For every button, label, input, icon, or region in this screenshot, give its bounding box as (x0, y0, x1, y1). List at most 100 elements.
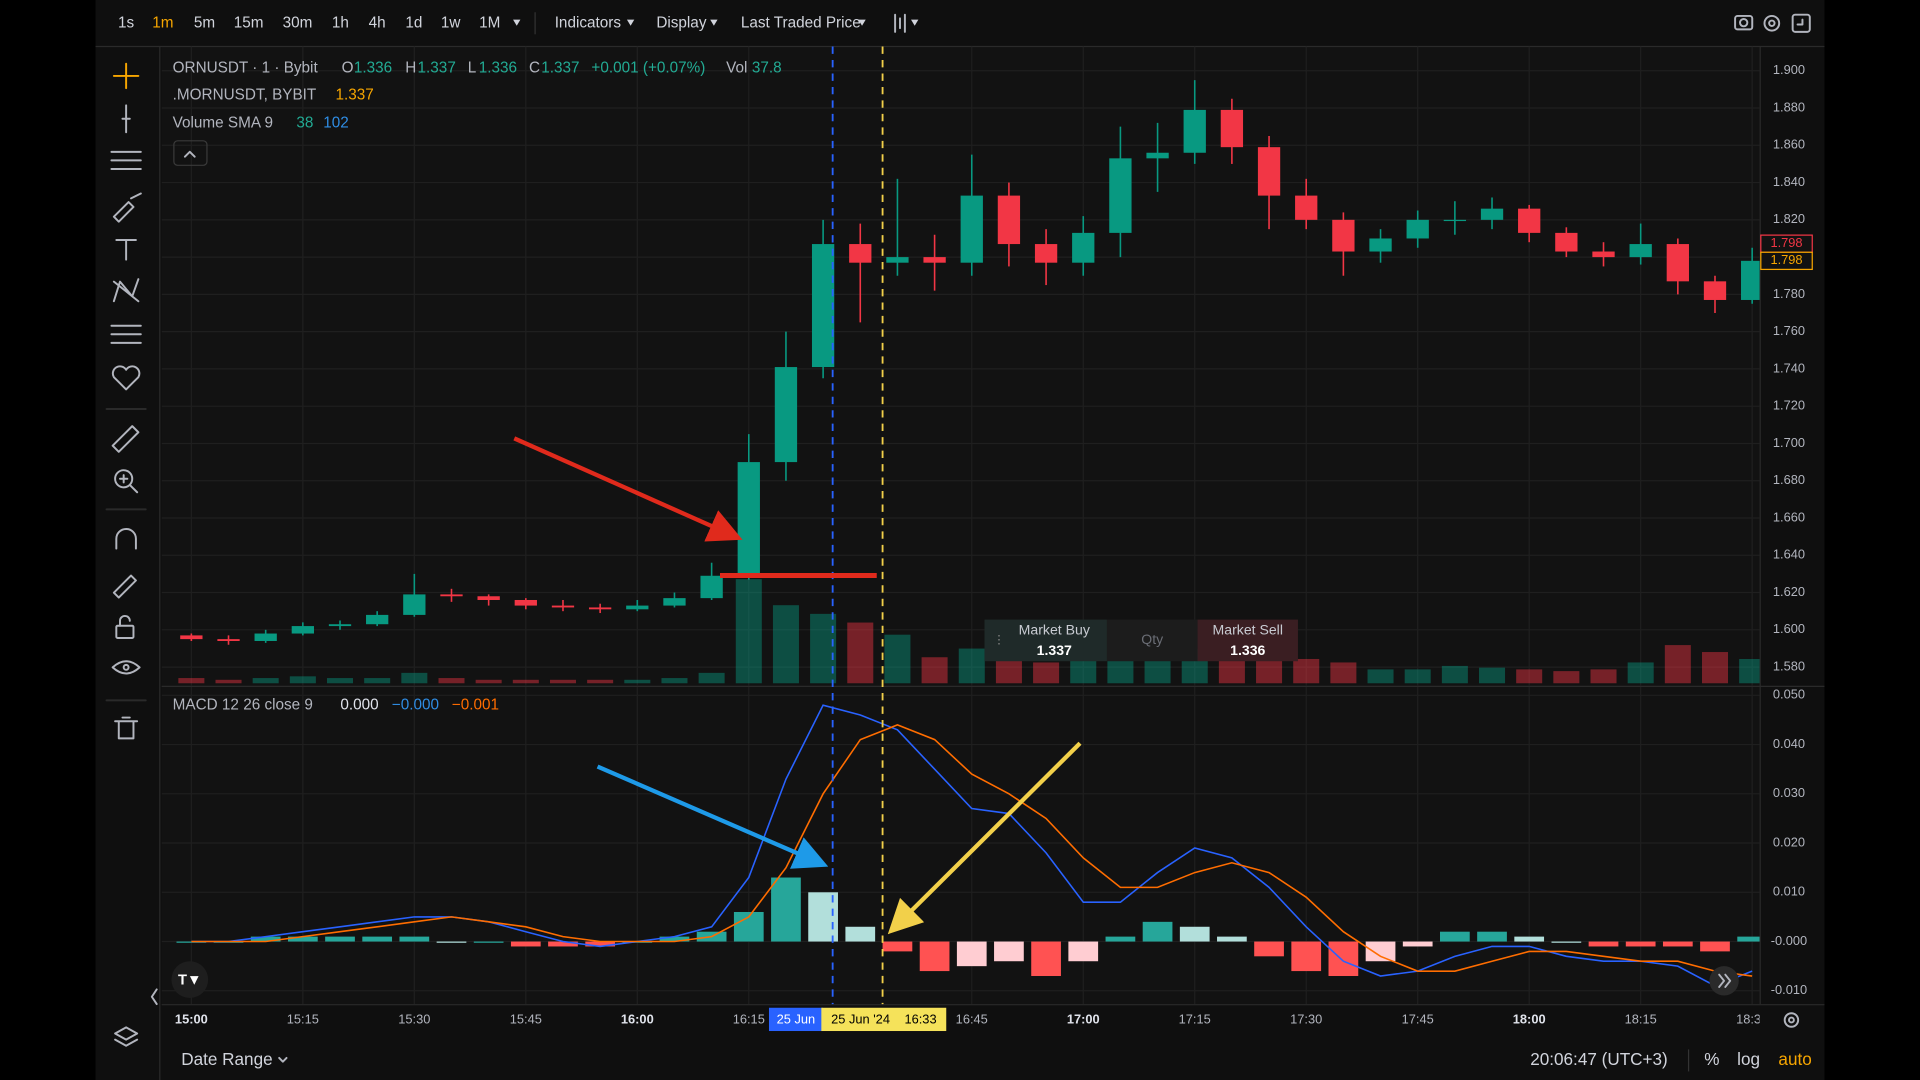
y-tick-label: 1.900 (1773, 62, 1805, 77)
macd-label[interactable]: MACD 12 26 close 9 (173, 696, 313, 713)
candle-body (849, 244, 872, 263)
volume-bar (178, 678, 205, 684)
candle-body (1146, 152, 1169, 159)
top-toolbar: 1s 1m 5m 15m 30m 1h 4h 1d 1w 1M Indicato… (118, 12, 1811, 35)
sell-label[interactable]: Market Sell (1213, 621, 1283, 637)
candle-body (663, 598, 686, 606)
symbol[interactable]: ORNUSDT · 1 · Bybit (173, 60, 319, 77)
x-tick-label: 15:15 (287, 1011, 319, 1026)
histogram-bar (1142, 921, 1173, 942)
candle-body (1518, 208, 1541, 233)
caret[interactable] (710, 19, 718, 26)
tool-favorites[interactable] (111, 365, 141, 391)
x-tick-label: 16:15 (733, 1011, 765, 1026)
tool-magnet[interactable] (115, 528, 137, 550)
collapse-icon[interactable] (183, 150, 196, 158)
buy-label[interactable]: Market Buy (1019, 621, 1091, 637)
tool-text[interactable] (115, 239, 137, 261)
candle-body (254, 633, 277, 641)
interval[interactable]: 1h (332, 14, 349, 31)
snapshot-icon[interactable] (1734, 14, 1754, 31)
interval[interactable]: 5m (194, 14, 215, 31)
volume-bar (884, 634, 911, 684)
histogram-bar (1217, 936, 1247, 942)
volume-bar (1590, 669, 1617, 684)
buy-button[interactable] (984, 619, 1107, 662)
volume-bar (735, 579, 762, 684)
interval[interactable]: 4h (369, 14, 386, 31)
tool-stay-drawing[interactable] (112, 574, 137, 599)
clock[interactable]: 20:06:47 (UTC+3) (1530, 1049, 1668, 1069)
interval[interactable]: 1s (118, 14, 135, 31)
caret[interactable] (858, 19, 866, 26)
tool-delete[interactable] (114, 716, 139, 740)
x-tick-label: 15:45 (510, 1011, 542, 1026)
sma-value: 102 (323, 115, 349, 132)
interval[interactable]: 15m (234, 14, 264, 31)
caret[interactable] (911, 19, 919, 26)
scroll-right[interactable] (1709, 966, 1739, 996)
menu[interactable]: Display (656, 14, 707, 31)
histogram-bar (1625, 941, 1656, 947)
menu[interactable]: Last Traded Price (741, 14, 861, 31)
index-symbol[interactable]: .MORNUSDT, BYBIT (173, 87, 317, 104)
menu[interactable]: Indicators (555, 14, 622, 31)
volume-bar (512, 679, 539, 684)
sell-price[interactable]: 1.336 (1230, 642, 1265, 658)
collapse-legend[interactable] (173, 140, 208, 166)
tool-forecast[interactable] (110, 324, 142, 344)
chart-type-icon[interactable] (894, 13, 906, 33)
tool-fib[interactable] (110, 150, 142, 170)
qty-label[interactable]: Qty (1141, 631, 1164, 647)
sell-button[interactable] (1197, 619, 1298, 662)
tool-ruler[interactable] (111, 425, 140, 453)
histogram-bar (510, 941, 541, 947)
percent-toggle[interactable]: % (1704, 1049, 1719, 1069)
histogram-bar (1700, 941, 1730, 952)
histogram-bar (771, 877, 801, 942)
caret[interactable] (513, 19, 521, 26)
candle-body (328, 624, 352, 627)
fullscreen-icon[interactable] (1791, 13, 1811, 33)
tool-line[interactable] (121, 104, 131, 134)
volume-bar (1070, 658, 1097, 684)
drag-handle[interactable]: ⋮ (993, 633, 1005, 647)
auto-toggle[interactable]: auto (1778, 1049, 1811, 1069)
volume-bar (215, 679, 242, 684)
interval[interactable]: 1d (405, 14, 422, 31)
interval-active[interactable]: 1m (152, 14, 173, 31)
settings-icon[interactable] (1763, 14, 1781, 32)
tv-logo[interactable]: T▼ (171, 961, 209, 998)
caret[interactable] (626, 19, 635, 26)
date-range[interactable]: Date Range (181, 1049, 272, 1069)
qty-field[interactable] (1106, 619, 1198, 662)
sma-volume: 38 (296, 115, 313, 132)
tool-crosshair[interactable] (112, 62, 140, 90)
histogram-bar (845, 926, 876, 942)
ohlc-value: 1.337 (541, 60, 579, 77)
collapse-toggle[interactable] (150, 988, 158, 1006)
tool-lock[interactable] (115, 615, 135, 639)
caret[interactable] (278, 1056, 288, 1063)
yellow-arrow (887, 741, 1082, 935)
tool-zoom[interactable] (114, 469, 139, 494)
tool-visibility[interactable] (111, 660, 141, 675)
interval[interactable]: 30m (283, 14, 313, 31)
interval[interactable]: 1w (441, 14, 462, 31)
interval[interactable]: 1M (479, 14, 500, 31)
histogram-bar (1254, 941, 1284, 957)
volume-bar (698, 672, 725, 684)
volume-bar (438, 678, 465, 684)
tool-pattern[interactable] (112, 278, 140, 303)
candle-body (626, 605, 649, 610)
y-tick-label: 0.040 (1773, 736, 1805, 751)
ohlc-value: 1.336 (354, 60, 392, 77)
object-tree[interactable] (114, 1026, 139, 1047)
sma-label[interactable]: Volume SMA 9 (173, 115, 273, 132)
candle-body (811, 244, 835, 368)
buy-price[interactable]: 1.337 (1037, 642, 1072, 658)
axis-settings[interactable] (1783, 1012, 1800, 1028)
log-toggle[interactable]: log (1737, 1049, 1760, 1069)
tool-brush[interactable] (112, 192, 142, 223)
